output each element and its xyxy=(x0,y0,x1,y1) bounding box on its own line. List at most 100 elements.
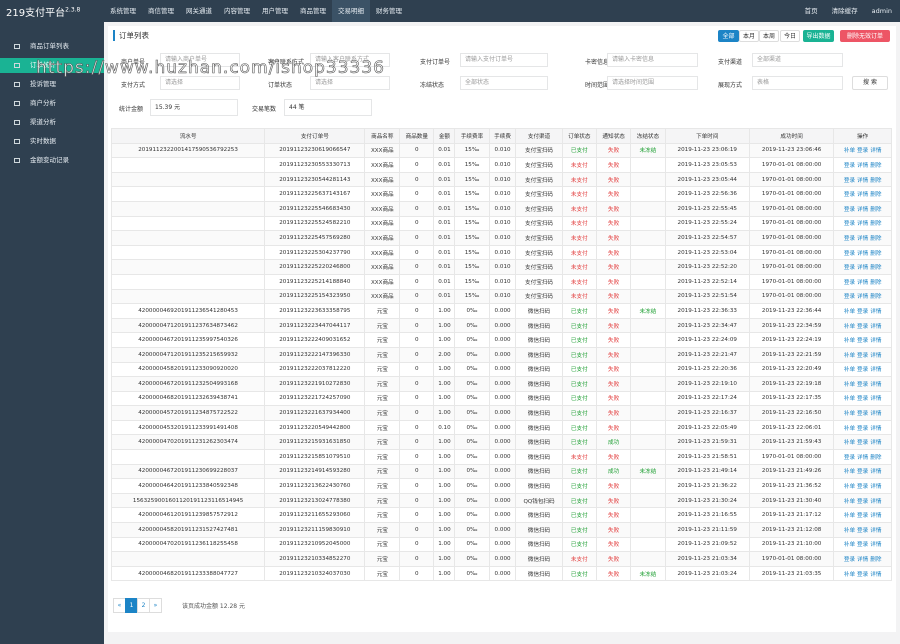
action-link[interactable]: 详情 xyxy=(870,571,882,578)
action-link[interactable]: 详情 xyxy=(870,425,882,432)
range-button[interactable]: 全部 xyxy=(718,30,739,42)
export-button[interactable]: 导出数据 xyxy=(803,30,834,42)
filter-input[interactable]: 请输入卡密信息 xyxy=(607,53,698,67)
action-link[interactable]: 删除 xyxy=(870,454,882,461)
action-link[interactable]: 详情 xyxy=(870,484,882,491)
filter-input[interactable]: 表格 xyxy=(752,76,843,90)
action-link[interactable]: 删除 xyxy=(870,206,882,213)
action-link[interactable]: 详情 xyxy=(857,294,869,301)
action-link[interactable]: 补单 xyxy=(843,484,856,491)
action-link[interactable]: 详情 xyxy=(870,396,882,403)
action-link[interactable]: 详情 xyxy=(870,338,882,345)
action-link[interactable]: 详情 xyxy=(870,323,882,330)
action-link[interactable]: 补单 xyxy=(843,367,856,374)
range-button[interactable]: 本周 xyxy=(759,30,779,42)
top-link[interactable]: 首页 xyxy=(804,7,818,15)
action-link[interactable]: 详情 xyxy=(857,206,869,213)
action-link[interactable]: 删除 xyxy=(870,294,882,301)
action-link[interactable]: 登录 xyxy=(843,177,856,184)
action-link[interactable]: 删除 xyxy=(870,162,882,169)
filter-input[interactable]: 全部渠道 xyxy=(752,53,843,67)
action-link[interactable]: 补单 xyxy=(843,571,856,578)
action-link[interactable]: 删除 xyxy=(870,279,882,286)
action-link[interactable]: 登录 xyxy=(857,323,869,330)
action-link[interactable]: 删除 xyxy=(870,557,882,564)
action-link[interactable]: 登录 xyxy=(857,381,869,388)
action-link[interactable]: 补单 xyxy=(843,469,856,476)
action-link[interactable]: 详情 xyxy=(857,265,869,272)
action-link[interactable]: 登录 xyxy=(843,235,856,242)
sidebar-item[interactable]: 投诉管理 xyxy=(0,77,104,92)
action-link[interactable]: 详情 xyxy=(870,308,882,315)
nav-item[interactable]: 财务管理 xyxy=(376,7,402,15)
action-link[interactable]: 补单 xyxy=(843,425,856,432)
action-link[interactable]: 删除 xyxy=(870,265,882,272)
action-link[interactable]: 登录 xyxy=(857,542,869,549)
action-link[interactable]: 详情 xyxy=(870,148,882,155)
nav-item[interactable]: 网关通道 xyxy=(186,7,212,15)
action-link[interactable]: 删除 xyxy=(870,177,882,184)
action-link[interactable]: 登录 xyxy=(843,206,856,213)
range-button[interactable]: 本月 xyxy=(739,30,759,42)
action-link[interactable]: 详情 xyxy=(857,177,869,184)
action-link[interactable]: 补单 xyxy=(843,513,856,520)
action-link[interactable]: 登录 xyxy=(857,513,869,520)
action-link[interactable]: 登录 xyxy=(857,367,869,374)
action-link[interactable]: 详情 xyxy=(870,352,882,359)
action-link[interactable]: 登录 xyxy=(857,148,869,155)
action-link[interactable]: 详情 xyxy=(870,440,882,447)
top-link[interactable]: 清除缓存 xyxy=(831,7,858,15)
action-link[interactable]: 补单 xyxy=(843,527,856,534)
action-link[interactable]: 补单 xyxy=(843,323,856,330)
sidebar-item[interactable]: 金额变动记录 xyxy=(0,153,104,168)
filter-input[interactable]: 请选择 xyxy=(160,76,240,90)
action-link[interactable]: 详情 xyxy=(870,367,882,374)
action-link[interactable]: 删除 xyxy=(870,250,882,257)
action-link[interactable]: 补单 xyxy=(843,440,856,447)
sidebar-item[interactable]: 商户分析 xyxy=(0,96,104,111)
sidebar-item[interactable]: 订单统计 xyxy=(0,58,104,73)
page-number[interactable]: 2 xyxy=(137,598,150,613)
action-link[interactable]: 登录 xyxy=(857,571,869,578)
action-link[interactable]: 登录 xyxy=(843,279,856,286)
action-link[interactable]: 补单 xyxy=(843,148,856,155)
action-link[interactable]: 详情 xyxy=(857,162,869,169)
action-link[interactable]: 登录 xyxy=(857,425,869,432)
action-link[interactable]: 补单 xyxy=(843,381,856,388)
action-link[interactable]: 登录 xyxy=(857,527,869,534)
nav-item[interactable]: 交易明细 xyxy=(332,0,370,22)
action-link[interactable]: 详情 xyxy=(870,469,882,476)
action-link[interactable]: 详情 xyxy=(857,557,869,564)
action-link[interactable]: 补单 xyxy=(843,396,856,403)
action-link[interactable]: 登录 xyxy=(843,557,856,564)
action-link[interactable]: 补单 xyxy=(843,411,856,418)
action-link[interactable]: 详情 xyxy=(857,192,869,199)
action-link[interactable]: 详情 xyxy=(870,381,882,388)
nav-item[interactable]: 系统管理 xyxy=(110,7,136,15)
action-link[interactable]: 补单 xyxy=(843,338,856,345)
action-link[interactable]: 登录 xyxy=(843,294,856,301)
action-link[interactable]: 登录 xyxy=(843,250,856,257)
action-link[interactable]: 详情 xyxy=(870,411,882,418)
action-link[interactable]: 补单 xyxy=(843,542,856,549)
action-link[interactable]: 详情 xyxy=(857,279,869,286)
action-link[interactable]: 登录 xyxy=(857,498,869,505)
sidebar-item[interactable]: 渠道分析 xyxy=(0,115,104,130)
range-button[interactable]: 今日 xyxy=(780,30,800,42)
nav-item[interactable]: 商信管理 xyxy=(148,7,174,15)
action-link[interactable]: 登录 xyxy=(857,338,869,345)
action-link[interactable]: 详情 xyxy=(870,513,882,520)
action-link[interactable]: 登录 xyxy=(857,352,869,359)
action-link[interactable]: 补单 xyxy=(843,308,856,315)
action-link[interactable]: 登录 xyxy=(857,440,869,447)
sidebar-item[interactable]: 实时数据 xyxy=(0,134,104,149)
filter-input[interactable]: 请输入客户联系方式 xyxy=(310,53,390,67)
sidebar-item[interactable]: 商品订单列表 xyxy=(0,39,104,54)
action-link[interactable]: 登录 xyxy=(857,308,869,315)
filter-input[interactable]: 请选择时间范围 xyxy=(607,76,698,90)
action-link[interactable]: 登录 xyxy=(857,484,869,491)
nav-item[interactable]: 内容管理 xyxy=(224,7,250,15)
nav-item[interactable]: 用户管理 xyxy=(262,7,288,15)
action-link[interactable]: 登录 xyxy=(857,469,869,476)
action-link[interactable]: 补单 xyxy=(843,498,856,505)
